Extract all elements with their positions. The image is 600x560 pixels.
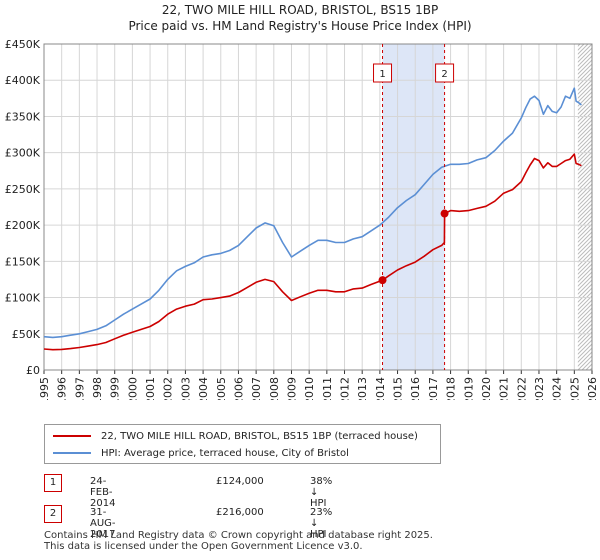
x-tick-label: 2026	[586, 377, 599, 400]
x-tick-label: 2017	[427, 377, 440, 400]
x-tick-label: 2013	[356, 377, 369, 400]
x-tick-label: 2012	[339, 377, 352, 400]
footer-copyright: Contains HM Land Registry data © Crown c…	[44, 530, 433, 541]
sale-label: 1	[379, 69, 385, 80]
legend-item-hpi: HPI: Average price, terraced house, City…	[53, 445, 349, 461]
x-tick-label: 2011	[321, 377, 334, 400]
hpi-line	[43, 87, 582, 339]
x-tick-label: 2022	[515, 377, 528, 400]
legend-label-hpi: HPI: Average price, terraced house, City…	[101, 447, 349, 459]
x-tick-label: 2007	[250, 377, 263, 400]
y-tick-label: £200K	[5, 219, 41, 232]
x-tick-label: 1996	[56, 377, 69, 400]
x-tick-label: 2010	[303, 377, 316, 400]
x-tick-label: 1999	[109, 377, 122, 400]
hatched-region	[577, 44, 592, 370]
x-tick-label: 2000	[126, 377, 139, 400]
y-tick-label: £50K	[12, 328, 41, 341]
sale-label-box	[373, 63, 393, 83]
transaction-number: 2	[44, 505, 62, 523]
y-tick-label: £0	[26, 364, 40, 377]
transaction-number: 1	[44, 474, 62, 492]
x-tick-label: 2020	[480, 377, 493, 400]
footer: Contains HM Land Registry data © Crown c…	[44, 530, 433, 552]
y-tick-label: £450K	[5, 38, 41, 51]
shaded-region	[382, 44, 445, 370]
y-tick-label: £100K	[5, 292, 41, 305]
x-tick-label: 2002	[162, 377, 175, 400]
transaction-price: £216,000	[216, 507, 264, 518]
sale-point	[378, 276, 387, 285]
x-tick-label: 2025	[568, 377, 581, 400]
x-tick-label: 2018	[445, 377, 458, 400]
y-tick-label: £350K	[5, 110, 41, 123]
chart-subtitle: Price paid vs. HM Land Registry's House …	[128, 19, 472, 33]
y-tick-label: £300K	[5, 147, 41, 160]
x-tick-label: 2001	[144, 377, 157, 400]
x-tick-label: 2019	[462, 377, 475, 400]
sale-label-box	[435, 63, 455, 83]
x-tick-label: 2004	[197, 377, 210, 400]
property-price-line	[43, 153, 582, 351]
price-chart: £0 £50K £100K £150K £200K £250K £300K £350K £400…	[5, 38, 599, 400]
legend-swatch-property	[53, 435, 91, 437]
x-tick-label: 2016	[409, 377, 422, 400]
x-tick-label: 2023	[533, 377, 546, 400]
x-tick-label: 2008	[268, 377, 281, 400]
chart-title: 22, TWO MILE HILL ROAD, BRISTOL, BS15 1B…	[161, 3, 439, 17]
legend-label-property: 22, TWO MILE HILL ROAD, BRISTOL, BS15 1B…	[101, 430, 418, 442]
x-tick-label: 1995	[38, 377, 51, 400]
x-tick-label: 2003	[179, 377, 192, 400]
footer-license: This data is licensed under the Open Gov…	[44, 541, 363, 552]
legend-swatch-hpi	[53, 452, 91, 454]
transaction-date: 31-AUG-2017	[90, 507, 116, 540]
plot-area	[43, 43, 593, 371]
y-tick-label: £400K	[5, 74, 41, 87]
x-tick-label: 2006	[232, 377, 245, 400]
transaction-date: 24-FEB-2014	[90, 476, 116, 509]
x-tick-label: 2005	[215, 377, 228, 400]
x-tick-label: 2014	[374, 377, 387, 400]
x-tick-label: 1998	[91, 377, 104, 400]
transaction-hpi-diff: 38% ↓ HPI	[310, 476, 333, 509]
sale-label: 2	[441, 69, 447, 80]
transaction-hpi-diff: 23% ↓ HPI	[310, 507, 333, 540]
chart-legend: 22, TWO MILE HILL ROAD, BRISTOL, BS15 1B…	[44, 424, 441, 464]
x-tick-label: 1997	[73, 377, 86, 400]
x-tick-label: 2015	[392, 377, 405, 400]
x-tick-label: 2024	[551, 377, 564, 400]
sale-point	[440, 209, 449, 218]
legend-item-property: 22, TWO MILE HILL ROAD, BRISTOL, BS15 1B…	[53, 428, 418, 444]
y-tick-label: £150K	[5, 255, 41, 268]
y-tick-label: £250K	[5, 183, 41, 196]
transaction-price: £124,000	[216, 476, 264, 487]
x-tick-label: 2021	[498, 377, 511, 400]
x-tick-label: 2009	[285, 377, 298, 400]
